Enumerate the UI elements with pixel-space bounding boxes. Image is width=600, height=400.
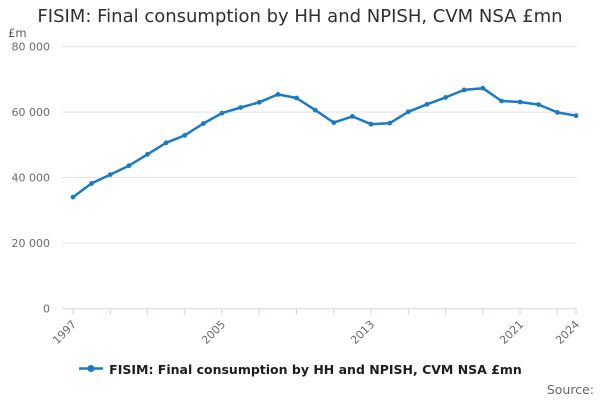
data-point-marker[interactable]: [89, 181, 94, 186]
data-point-marker[interactable]: [480, 85, 486, 91]
x-axis-tick-label: 2024: [553, 318, 582, 347]
data-point-marker[interactable]: [555, 110, 560, 115]
data-point-marker[interactable]: [275, 92, 281, 97]
x-axis-labels: 1997 2005 2013 2021 2024: [50, 318, 582, 347]
x-axis-tick-label: 1997: [50, 318, 79, 347]
legend-item-label[interactable]: FISIM: Final consumption by HH and NPISH…: [109, 362, 522, 377]
legend-marker-svg: [79, 365, 104, 372]
data-point-marker[interactable]: [238, 105, 244, 110]
y-axis-labels: 0 20 000 40 000 60 000 80 000: [12, 41, 51, 316]
x-axis-tick-label: 2021: [497, 318, 526, 347]
legend: FISIM: Final consumption by HH and NPISH…: [0, 360, 600, 379]
y-axis-tick-label: 80 000: [12, 41, 51, 54]
series-line[interactable]: [71, 86, 578, 199]
data-point-marker[interactable]: [517, 99, 523, 105]
series-group[interactable]: [70, 85, 579, 200]
data-point-marker[interactable]: [331, 120, 337, 125]
y-axis-tick-label: 40 000: [12, 172, 51, 185]
data-point-marker[interactable]: [312, 107, 318, 113]
y-axis-tick-label: 20 000: [12, 237, 51, 250]
gridlines: [62, 46, 577, 244]
data-point-marker[interactable]: [163, 140, 169, 146]
y-axis-tick-label: 0: [43, 302, 50, 315]
data-point-marker[interactable]: [70, 194, 76, 200]
page-title: FISIM: Final consumption by HH and NPISH…: [37, 6, 563, 27]
data-point-marker[interactable]: [294, 95, 299, 101]
data-point-marker[interactable]: [461, 87, 467, 93]
data-point-marker[interactable]: [405, 109, 411, 115]
data-point-marker[interactable]: [499, 98, 504, 104]
source-text: Source:: [546, 382, 594, 397]
y-axis-tick-label: 60 000: [12, 106, 51, 119]
x-axis-tick-label: 2005: [199, 318, 228, 347]
y-axis-unit-label: £m: [8, 26, 27, 40]
data-point-marker[interactable]: [182, 132, 188, 138]
data-point-marker[interactable]: [536, 102, 542, 107]
legend-line-marker-icon: [78, 360, 104, 379]
chart-plot-area: 0 20 000 40 000 60 000 80 000 1997 2005 2013 202…: [12, 41, 583, 347]
data-point-marker[interactable]: [145, 151, 150, 157]
x-axis-ticks: [72, 308, 577, 315]
data-point-marker[interactable]: [424, 101, 430, 107]
data-point-marker[interactable]: [107, 172, 113, 178]
data-point-marker[interactable]: [443, 95, 448, 100]
data-point-marker[interactable]: [201, 121, 206, 126]
data-point-marker[interactable]: [256, 99, 262, 105]
data-point-marker[interactable]: [368, 121, 374, 127]
x-axis-tick-label: 2013: [348, 318, 377, 347]
data-point-marker[interactable]: [126, 163, 132, 169]
data-point-marker[interactable]: [387, 120, 393, 126]
data-point-marker[interactable]: [350, 114, 355, 119]
data-point-marker[interactable]: [219, 110, 225, 116]
data-point-marker[interactable]: [573, 113, 579, 119]
